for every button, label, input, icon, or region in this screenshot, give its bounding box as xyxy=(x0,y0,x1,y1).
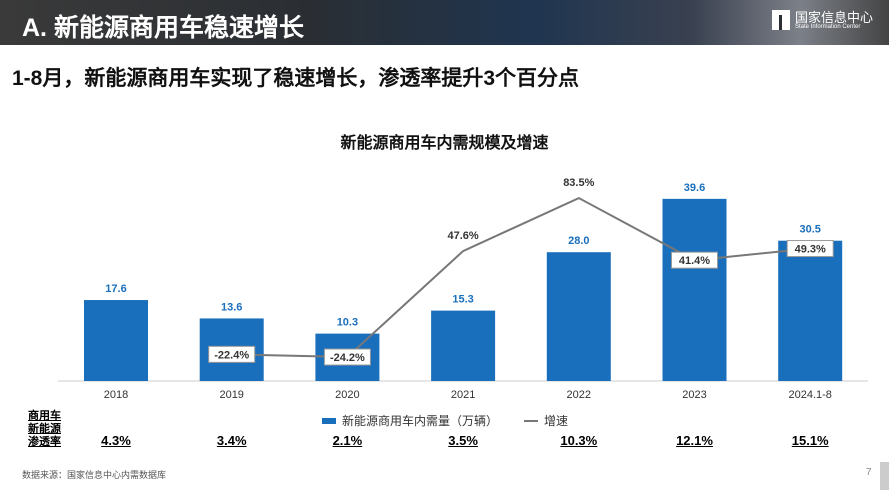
penetration-value: 4.3% xyxy=(101,433,131,448)
legend: 新能源商用车内需量（万辆） 增速 xyxy=(322,412,568,429)
bar-data-label: 39.6 xyxy=(684,182,705,194)
legend-line-swatch xyxy=(524,419,539,422)
bar-data-label: 10.3 xyxy=(337,317,358,329)
penetration-value: 3.5% xyxy=(448,433,478,448)
logo-cn: 国家信息中心 xyxy=(794,9,873,25)
logo-en: State Information Center xyxy=(794,23,861,30)
bar-data-label: 17.6 xyxy=(105,283,126,295)
bar-data-label: 15.3 xyxy=(452,294,473,306)
source-note: 数据来源：国家信息中心内需数据库 xyxy=(22,470,167,480)
x-tick-label: 2019 xyxy=(219,389,243,401)
line-label-box xyxy=(671,251,718,269)
penetration-value: 15.1% xyxy=(791,433,829,448)
scrollbar[interactable] xyxy=(880,462,889,490)
x-tick-label: 2020 xyxy=(335,389,359,401)
bar-data-label: 13.6 xyxy=(221,301,242,313)
line-label-box xyxy=(786,240,834,258)
legend-line-label: 增速 xyxy=(544,414,569,428)
line-data-label: 49.3% xyxy=(795,244,826,256)
logo: 国家信息中心 State Information Center xyxy=(771,9,873,30)
bar-data-label: 30.5 xyxy=(799,224,820,236)
penetration-value: 2.1% xyxy=(332,433,363,448)
line-data-label: 41.4% xyxy=(679,255,710,267)
line-data-label: 83.5% xyxy=(563,177,594,189)
bar xyxy=(431,310,496,381)
bar xyxy=(778,240,843,381)
penetration-value: 10.3% xyxy=(560,433,598,448)
line-data-label: -24.2% xyxy=(330,352,365,364)
penetration-value: 12.1% xyxy=(676,433,713,448)
penetration-value: 3.4% xyxy=(216,433,247,448)
legend-bar-swatch xyxy=(322,417,336,424)
x-tick-label: 2018 xyxy=(104,389,128,401)
x-tick-label: 2022 xyxy=(567,389,591,401)
bar xyxy=(662,198,727,381)
penetration-label: 商用车 新能源 渗透率 xyxy=(28,410,61,448)
header-banner: A. 新能源商用车稳速增长 国家信息中心 State Information Ce… xyxy=(0,0,889,45)
section-title: A. 新能源商用车稳速增长 xyxy=(22,14,304,42)
chart: 17.6 2018 13.6 2019 10.3 2020 15.3 2021 28.0 2022… xyxy=(58,177,868,401)
logo-icon xyxy=(771,10,790,30)
line-label-box xyxy=(323,348,371,366)
bar-data-label: 28.0 xyxy=(568,235,589,247)
line-data-label: 47.6% xyxy=(447,230,478,242)
line-data-label: -22.4% xyxy=(214,349,249,361)
bar xyxy=(84,300,148,381)
x-tick-label: 2023 xyxy=(682,389,706,401)
legend-bar-label: 新能源商用车内需量（万辆） xyxy=(342,414,499,428)
page-number: 7 xyxy=(866,467,872,478)
line-label-box xyxy=(208,345,256,363)
headline: 1-8月，新能源商用车实现了稳速增长，渗透率提升3个百分点 xyxy=(12,67,580,90)
x-tick-label: 2024.1-8 xyxy=(788,389,831,401)
chart-title: 新能源商用车内需规模及增速 xyxy=(340,135,549,152)
bar xyxy=(546,252,611,381)
x-tick-label: 2021 xyxy=(451,389,475,401)
